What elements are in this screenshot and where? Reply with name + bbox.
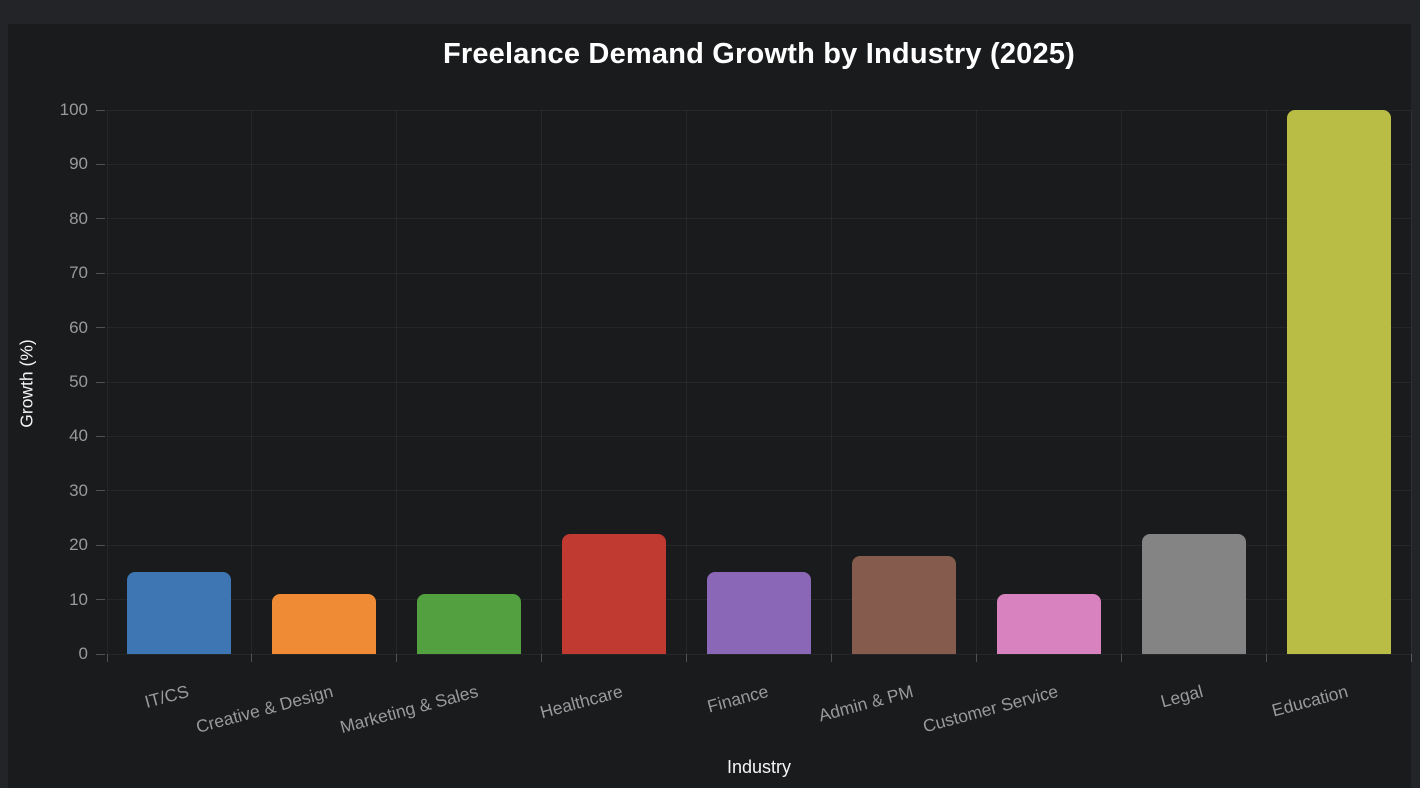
y-tick-mark bbox=[96, 327, 105, 329]
y-tick-mark bbox=[96, 599, 105, 601]
x-tick-label-text: Education bbox=[1269, 681, 1350, 721]
y-tick-mark bbox=[96, 653, 105, 655]
y-gridline bbox=[107, 435, 1411, 437]
y-tick-mark bbox=[96, 163, 105, 165]
x-tick-label-text: Customer Service bbox=[920, 681, 1060, 737]
y-tick-label: 100 bbox=[59, 100, 88, 119]
x-tick-mark bbox=[1120, 654, 1122, 662]
bar-customer-service bbox=[997, 594, 1101, 654]
y-tick-mark bbox=[96, 272, 105, 274]
x-tick-label-text: Healthcare bbox=[538, 681, 626, 723]
bar-creative-design bbox=[272, 594, 376, 654]
y-gridline bbox=[107, 327, 1411, 329]
x-gridline bbox=[396, 110, 398, 654]
bar-marketing-sales bbox=[417, 594, 521, 654]
y-tick-label: 90 bbox=[69, 154, 88, 174]
plot-area bbox=[106, 109, 1412, 655]
y-tick-label: 30 bbox=[69, 480, 88, 500]
bar-admin-pm bbox=[852, 556, 956, 654]
x-gridline bbox=[251, 110, 253, 654]
x-gridline bbox=[1120, 110, 1122, 654]
x-tick-mark bbox=[396, 654, 398, 662]
y-gridline bbox=[107, 544, 1411, 546]
x-gridline bbox=[830, 110, 832, 654]
y-tick-mark bbox=[96, 490, 105, 492]
x-gridline bbox=[1410, 110, 1412, 654]
bar-legal bbox=[1142, 534, 1246, 654]
y-tick-mark bbox=[96, 381, 105, 383]
chart-title: Freelance Demand Growth by Industry (202… bbox=[442, 38, 1076, 70]
x-gridline bbox=[541, 110, 543, 654]
x-tick-label-text: Creative & Design bbox=[194, 681, 336, 737]
y-gridline bbox=[107, 272, 1411, 274]
x-tick-mark bbox=[686, 654, 688, 662]
bar-finance bbox=[707, 572, 811, 654]
y-tick-label: 40 bbox=[69, 426, 88, 446]
y-gridline bbox=[107, 109, 1411, 111]
x-tick-label-text: IT/CS bbox=[142, 681, 191, 712]
y-tick-label: 80 bbox=[69, 208, 88, 228]
bar-education bbox=[1287, 110, 1391, 654]
y-gridline bbox=[107, 218, 1411, 220]
x-gridline bbox=[975, 110, 977, 654]
y-tick-label: 10 bbox=[69, 589, 88, 609]
x-gridline bbox=[1265, 110, 1267, 654]
x-tick-label-text: Marketing & Sales bbox=[338, 681, 481, 738]
chart-panel: Freelance Demand Growth by Industry (202… bbox=[8, 24, 1412, 788]
x-tick-label-text: Finance bbox=[704, 681, 771, 717]
y-gridline bbox=[107, 653, 1411, 655]
y-tick-mark bbox=[96, 218, 105, 220]
y-gridline bbox=[107, 163, 1411, 165]
bar-healthcare bbox=[562, 534, 666, 654]
x-tick-mark bbox=[1410, 654, 1412, 662]
y-tick-label: 20 bbox=[69, 535, 88, 555]
x-tick-mark bbox=[251, 654, 253, 662]
y-tick-label: 50 bbox=[69, 372, 88, 391]
x-gridline bbox=[686, 110, 688, 654]
x-gridline bbox=[106, 110, 108, 654]
x-tick-mark bbox=[975, 654, 977, 662]
x-tick-mark bbox=[1265, 654, 1267, 662]
y-tick-label: 60 bbox=[69, 317, 88, 337]
x-tick-mark bbox=[106, 654, 108, 662]
y-gridline bbox=[107, 490, 1411, 492]
y-tick-label: 70 bbox=[69, 263, 88, 283]
y-tick-label: 0 bbox=[78, 644, 88, 663]
y-tick-mark bbox=[96, 109, 105, 111]
y-gridline bbox=[107, 381, 1411, 383]
x-axis-title: Industry bbox=[726, 757, 792, 777]
x-tick-label-text: Legal bbox=[1158, 681, 1205, 712]
bar-it-cs bbox=[127, 572, 231, 654]
x-tick-mark bbox=[830, 654, 832, 662]
y-tick-mark bbox=[96, 544, 105, 546]
x-tick-mark bbox=[541, 654, 543, 662]
x-tick-label-text: Admin & PM bbox=[815, 681, 916, 726]
y-tick-mark bbox=[96, 435, 105, 437]
